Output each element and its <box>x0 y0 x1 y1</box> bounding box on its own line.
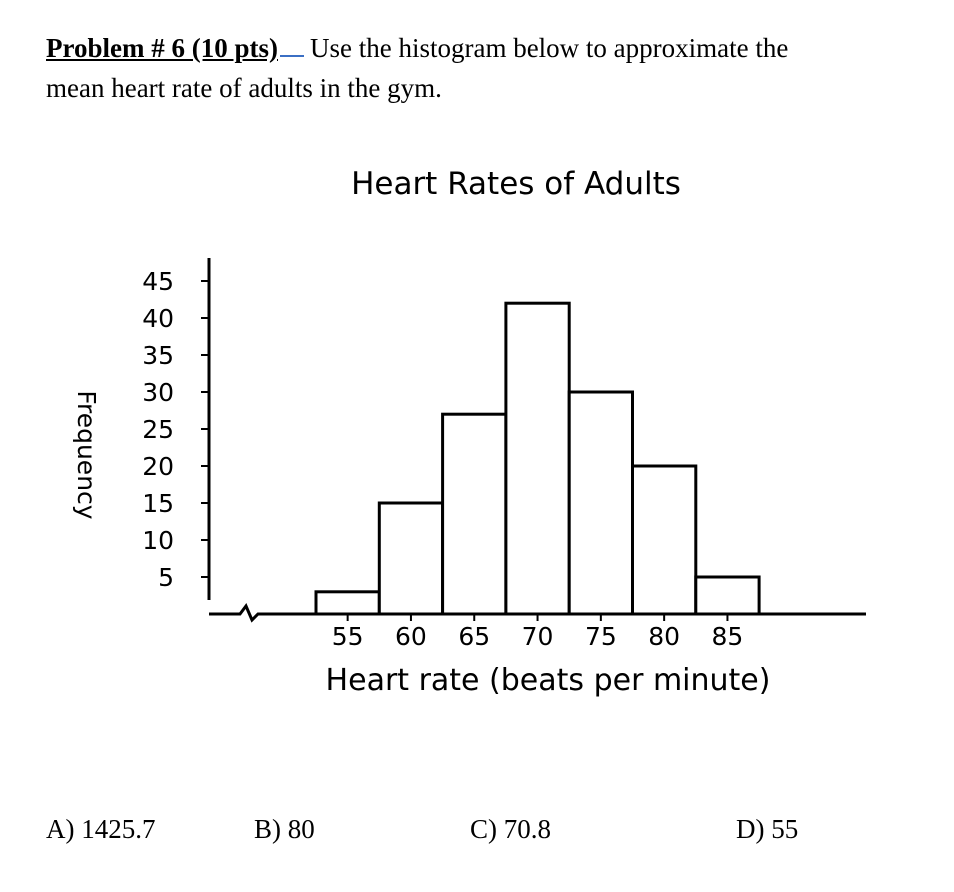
x-axis-label: Heart rate (beats per minute) <box>326 663 771 698</box>
x-tick-label: 70 <box>522 622 554 651</box>
histogram-chart: Heart Rates of Adults 45403530252015105 … <box>72 166 866 698</box>
choice-b[interactable]: B) 80 <box>254 814 315 845</box>
problem-text-line1: Use the histogram below to approximate t… <box>309 33 789 63</box>
y-tick-label: 5 <box>158 563 174 592</box>
y-tick-label: 35 <box>142 341 174 370</box>
x-tick-label: 80 <box>648 622 680 651</box>
histogram-bar-65-70 <box>504 301 571 616</box>
answer-blank <box>279 54 304 57</box>
histogram-bar-70-75 <box>567 390 635 616</box>
x-tick-label: 75 <box>585 622 617 651</box>
chart-title: Heart Rates of Adults <box>351 166 681 202</box>
histogram-bar-75-80 <box>631 464 698 616</box>
y-tick-label: 10 <box>142 526 174 555</box>
answer-choices: A) 1425.7 B) 80 C) 70.8 D) 55 <box>0 814 954 854</box>
histogram-bar-50-55 <box>314 590 381 616</box>
y-tick-label: 40 <box>142 304 174 333</box>
choice-d-value: 55 <box>771 814 799 844</box>
choice-a[interactable]: A) 1425.7 <box>46 814 156 845</box>
histogram-bar-60-65 <box>441 412 508 616</box>
y-axis: 45 40 35 30 25 20 15 10 5 <box>142 258 211 600</box>
choice-b-value: 80 <box>287 814 315 844</box>
choice-b-letter: B) <box>254 814 281 844</box>
x-axis-line <box>209 603 866 623</box>
choice-a-value: 1425.7 <box>81 814 156 844</box>
x-tick-label: 85 <box>712 622 744 651</box>
choice-c-letter: C) <box>470 814 497 844</box>
x-tick-label: 65 <box>458 622 490 651</box>
choice-a-letter: A) <box>46 814 75 844</box>
choice-c-value: 70.8 <box>503 814 551 844</box>
problem-label: Problem # 6 (10 pts) <box>46 33 278 63</box>
y-tick-label: 30 <box>142 378 174 407</box>
x-tick-label: 60 <box>395 622 427 651</box>
y-tick-label: 20 <box>142 452 174 481</box>
choice-d-letter: D) <box>736 814 765 844</box>
x-axis: 55 60 65 70 75 80 85 <box>209 603 866 651</box>
problem-text-line2: mean heart rate of adults in the gym. <box>46 73 442 103</box>
choice-c[interactable]: C) 70.8 <box>470 814 551 845</box>
choice-d[interactable]: D) 55 <box>736 814 798 845</box>
x-tick-label: 55 <box>332 622 364 651</box>
histogram-bar-55-60 <box>377 501 445 616</box>
histogram-bar-80-85 <box>694 575 761 616</box>
y-tick-label: 15 <box>142 489 174 518</box>
problem-statement: Problem # 6 (10 pts) Use the histogram be… <box>46 28 926 108</box>
y-tick-label: 25 <box>142 415 174 444</box>
y-tick-label: 45 <box>142 267 174 296</box>
bars <box>314 301 761 616</box>
y-axis-label: Frequency <box>72 390 101 519</box>
